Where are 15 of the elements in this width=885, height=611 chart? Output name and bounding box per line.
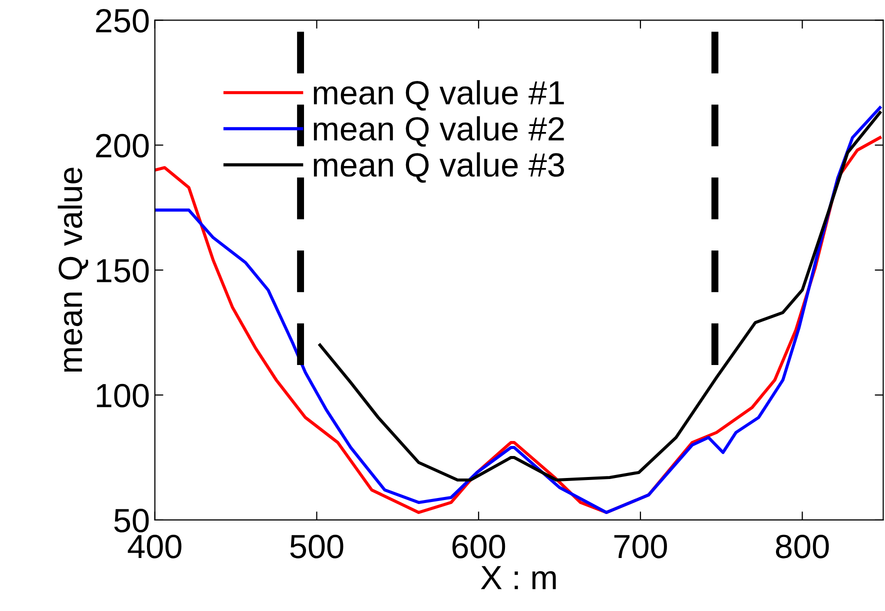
y-axis-title: mean Q value [58,168,88,372]
y-tick-label: 50 [114,508,149,532]
x-tick-label: 400 [128,534,182,558]
y-tick-label: 150 [96,258,149,282]
x-tick-label: 500 [290,534,344,558]
y-tick-label: 250 [96,8,149,33]
legend-label: mean Q value #2 [314,116,564,147]
x-axis-title: X : m [480,566,556,590]
legend-label: mean Q value #1 [314,80,564,111]
x-tick-label: 700 [614,534,667,558]
y-tick-label: 100 [96,384,149,408]
y-tick-label: 200 [96,134,149,158]
x-tick-label: 600 [452,534,506,558]
x-tick-label: 800 [776,534,829,558]
legend-label: mean Q value #3 [314,152,564,183]
